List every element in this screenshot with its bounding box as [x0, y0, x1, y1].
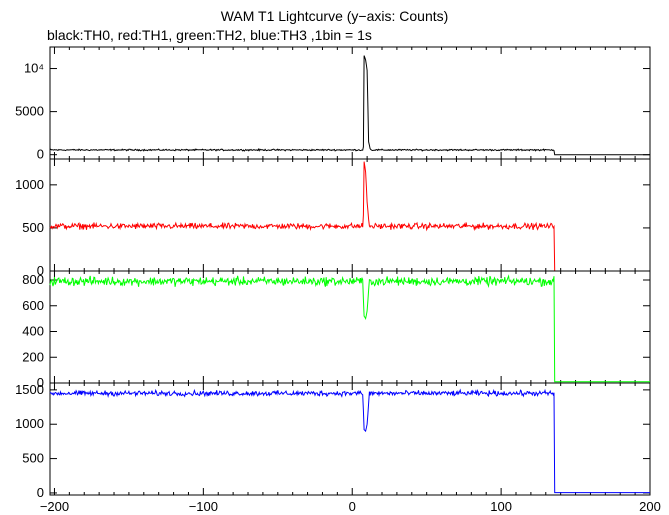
x-tick-label: −100	[189, 499, 218, 514]
x-tick-label: 200	[639, 499, 661, 514]
y-tick-label: 0	[37, 375, 44, 390]
y-tick-label: 1000	[15, 416, 44, 431]
x-tick-label: 100	[490, 499, 512, 514]
series-line-th1	[49, 161, 650, 272]
y-tick-label: 800	[22, 272, 44, 287]
y-tick-label: 5000	[15, 104, 44, 119]
y-tick-label: 200	[22, 349, 44, 364]
series-line-th2	[49, 274, 650, 383]
x-tick-label: −200	[40, 499, 69, 514]
chart-subtitle: black:TH0, red:TH1, green:TH2, blue:TH3 …	[47, 27, 372, 43]
y-tick-label: 400	[22, 324, 44, 339]
y-tick-label: 1000	[15, 177, 44, 192]
panel-frame-th2	[49, 270, 651, 384]
y-tick-label: 0	[37, 485, 44, 500]
series-line-th0	[49, 55, 650, 156]
y-tick-label: 10⁴	[24, 61, 44, 76]
x-tick-label: 0	[349, 499, 356, 514]
panel-frame-th3	[49, 382, 651, 496]
panel-frame-th1	[49, 158, 651, 272]
y-tick-label: 500	[22, 220, 44, 235]
y-tick-label: 1500	[15, 382, 44, 397]
y-tick-label: 0	[37, 263, 44, 278]
series-line-th3	[49, 388, 650, 494]
y-tick-label: 600	[22, 298, 44, 313]
panel-frame-th0	[49, 46, 651, 160]
chart-title: WAM T1 Lightcurve (y−axis: Counts)	[220, 8, 449, 24]
y-tick-label: 500	[22, 451, 44, 466]
y-tick-label: 0	[37, 147, 44, 162]
